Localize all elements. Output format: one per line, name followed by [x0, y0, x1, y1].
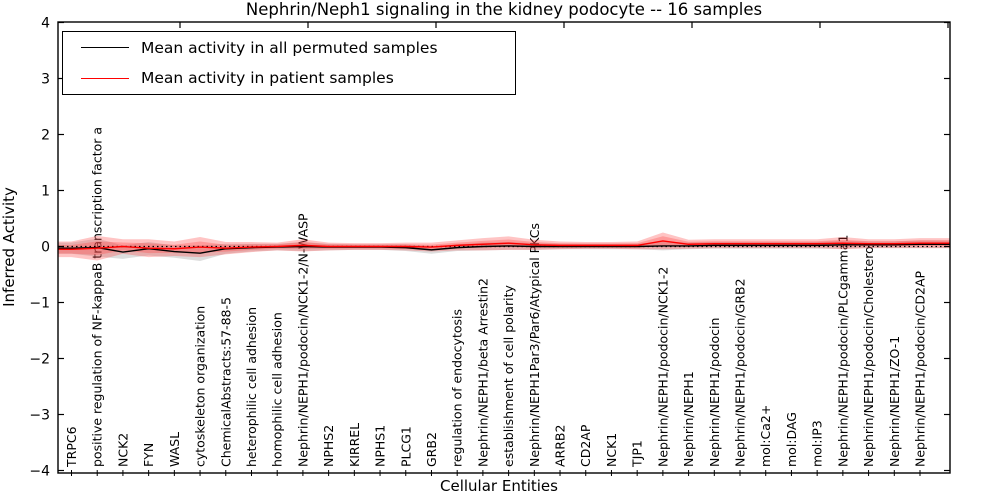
x-tick-label: cytoskeleton organization [193, 306, 208, 467]
permuted-line-swatch [81, 47, 129, 49]
legend-item-permuted: Mean activity in all permuted samples [63, 33, 515, 63]
x-tick-label: Nephrin/NEPH1/podocin/NCK1-2/N-WASP [295, 213, 310, 467]
chart-legend: Mean activity in all permuted samples Me… [62, 31, 516, 95]
x-tick-label: Nephrin/NEPH1/podocin/NCK1-2 [655, 267, 670, 467]
x-axis-label: Cellular Entities [440, 477, 558, 495]
x-tick-label: FYN [141, 443, 156, 467]
x-tick-label: Nephrin/NEPH1/podocin/CD2AP [913, 271, 928, 467]
x-tick-label: mol:DAG [784, 412, 799, 467]
y-axis-label: Inferred Activity [0, 187, 18, 307]
y-tick-labels: 4 3 2 1 0 −1 −2 −3 −4 [29, 16, 50, 480]
plot-border [57, 21, 951, 474]
x-tick-label: TJP1 [630, 440, 645, 468]
x-tick-label: positive regulation of NF-kappaB transcr… [90, 127, 105, 467]
x-tick-label: WASL [167, 432, 182, 467]
x-tick-label: NCK2 [115, 433, 130, 467]
legend-item-patient: Mean activity in patient samples [63, 63, 515, 93]
x-tick-label: TRPC6 [64, 426, 79, 468]
x-tick-label: ChemicalAbstracts:57-88-5 [218, 297, 233, 467]
x-tick-label: Nephrin/NEPH1/podocin/PLCgamma1 [835, 235, 850, 467]
x-tick-label: Nephrin/NEPH1/beta Arrestin2 [475, 278, 490, 467]
x-tick-label: mol:Ca2+ [758, 405, 773, 467]
x-tick-label: Nephrin/NEPH1/ZO-1 [887, 336, 902, 467]
legend-label-patient: Mean activity in patient samples [141, 69, 394, 88]
y-tick-label: 1 [41, 184, 50, 200]
x-tick-label: Nephrin/NEPH1/podocin/Cholesterol [861, 243, 876, 467]
y-tick-label: 2 [41, 128, 50, 144]
patient-mean-line [58, 240, 950, 251]
x-tick-label: homophilic cell adhesion [270, 312, 285, 467]
x-tick-labels: TRPC6 positive regulation of NF-kappaB tr… [64, 127, 928, 468]
chart-title: Nephrin/Neph1 signaling in the kidney po… [246, 0, 762, 19]
y-tick-label: −3 [29, 408, 50, 424]
permuted-mean-line [58, 243, 950, 254]
plot-frame [57, 21, 951, 476]
x-tick-label: mol:IP3 [810, 420, 825, 467]
y-tick-label: 4 [41, 16, 50, 32]
x-tick-label: NPHS1 [373, 425, 388, 467]
x-tick-label: regulation of endocytosis [450, 309, 465, 467]
x-tick-label: NCK1 [604, 433, 619, 467]
x-tick-label: Nephrin/NEPH1/podocin [707, 318, 722, 467]
x-tick-label: NPHS2 [321, 425, 336, 467]
x-tick-label: establishment of cell polarity [501, 285, 516, 467]
x-tick-label: Nephrin/NEPH1/podocin/GRB2 [733, 278, 748, 467]
x-tick-label: KIRREL [347, 423, 362, 467]
x-tick-label: GRB2 [424, 432, 439, 467]
data-lines [58, 240, 950, 254]
y-tick-label: 3 [41, 72, 50, 88]
x-tick-label: heterophilic cell adhesion [244, 307, 259, 467]
x-tick-label: Nephrin/NEPH1 [681, 371, 696, 467]
x-tick-label: CD2AP [578, 424, 593, 467]
patient-line-swatch [81, 77, 129, 79]
y-tick-label: 0 [41, 240, 50, 256]
y-tick-label: −4 [29, 464, 50, 480]
x-tick-label: PLCG1 [398, 426, 413, 467]
legend-label-permuted: Mean activity in all permuted samples [141, 38, 438, 57]
y-tick-label: −2 [29, 352, 50, 368]
y-tick-label: −1 [29, 296, 50, 312]
x-tick-label: ARRB2 [553, 425, 568, 467]
x-tick-label: Nephrin/NEPH1Par3/Par6/Atypical PKCs [527, 223, 542, 467]
